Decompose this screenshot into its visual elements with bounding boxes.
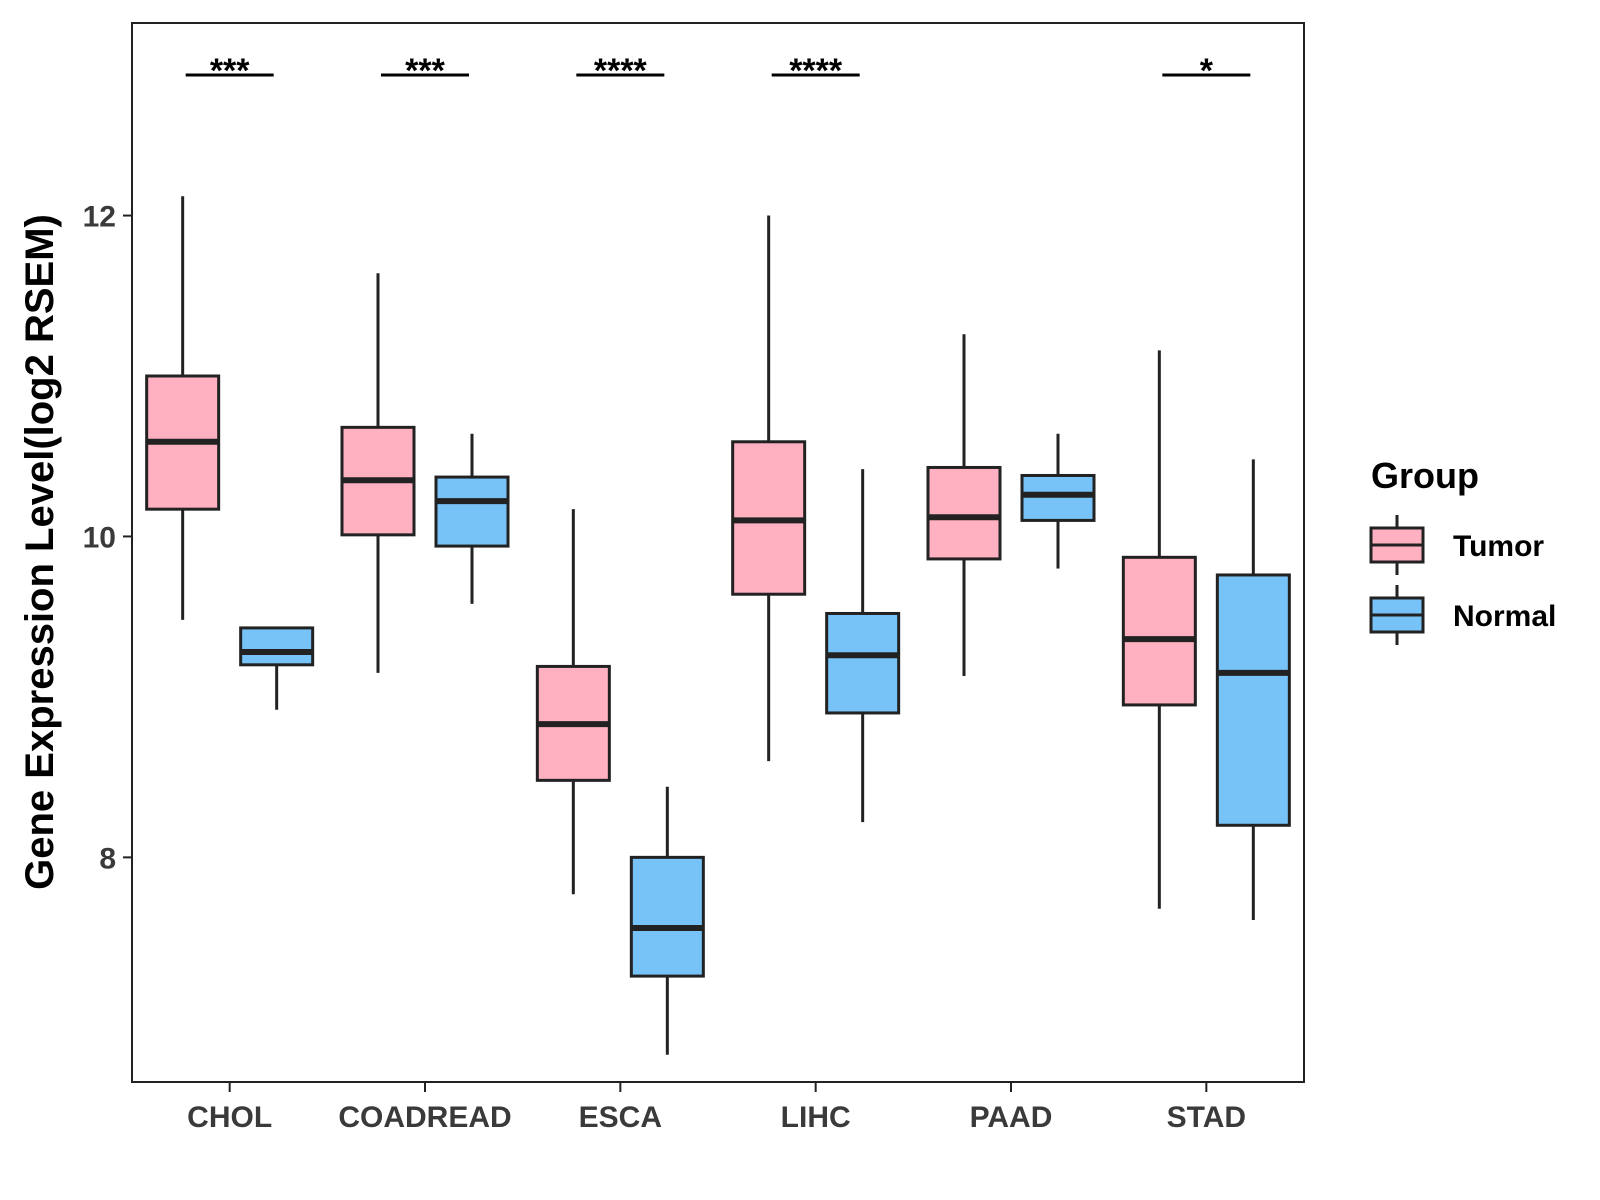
x-axis: CHOL COADREAD ESCA LIHC PAAD STAD <box>187 1082 1246 1134</box>
box-normal-coadread <box>434 433 510 604</box>
y-axis-title: Gene Expression Level(log2 RSEM) <box>18 214 62 890</box>
box-tumor-stad <box>1121 350 1197 909</box>
significance-label-lihc: **** <box>789 52 843 90</box>
box-iqr <box>1121 555 1197 707</box>
legend-entry-normal: Normal <box>1369 585 1556 645</box>
legend-entry-tumor: Tumor <box>1369 515 1544 575</box>
x-tick-label-chol: CHOL <box>187 1101 272 1134</box>
legend-label-tumor: Tumor <box>1453 530 1544 563</box>
legend-title: Group <box>1371 455 1479 496</box>
y-tick-label: 12 <box>83 201 116 234</box>
box-iqr <box>1215 573 1291 827</box>
box-tumor-esca <box>535 509 611 895</box>
plot-panel-border <box>131 22 1305 1083</box>
box-normal-paad <box>1020 433 1096 569</box>
significance-label-chol: *** <box>210 52 250 90</box>
box-tumor-chol <box>145 196 221 620</box>
box-iqr <box>926 465 1002 561</box>
box-normal-lihc <box>825 469 901 823</box>
significance-annotations: *** *** **** **** * <box>185 52 1251 90</box>
box-iqr <box>239 626 315 667</box>
box-normal-chol <box>239 626 315 710</box>
significance-label-esca: **** <box>594 52 648 90</box>
x-tick-label-stad: STAD <box>1167 1101 1246 1134</box>
box-tumor-paad <box>926 334 1002 677</box>
box-series <box>145 196 1291 1055</box>
box-iqr <box>825 611 901 715</box>
box-iqr <box>1020 473 1096 522</box>
legend-label-normal: Normal <box>1453 600 1556 633</box>
box-tumor-coadread <box>340 273 416 673</box>
y-tick-label: 10 <box>83 521 116 554</box>
box-iqr <box>434 475 510 548</box>
significance-label-coadread: *** <box>405 52 445 90</box>
y-axis: 8 10 12 <box>83 201 132 875</box>
box-iqr <box>629 855 705 978</box>
box-normal-esca <box>629 786 705 1055</box>
x-tick-label-coadread: COADREAD <box>338 1101 511 1134</box>
legend: Group Tumor Normal <box>1369 455 1556 645</box>
box-tumor-lihc <box>731 215 807 762</box>
x-tick-label-esca: ESCA <box>579 1101 662 1134</box>
x-tick-label-paad: PAAD <box>970 1101 1053 1134</box>
significance-label-stad: * <box>1200 52 1214 90</box>
x-tick-label-lihc: LIHC <box>781 1101 851 1134</box>
box-normal-stad <box>1215 459 1291 920</box>
y-tick-label: 8 <box>99 842 116 875</box>
